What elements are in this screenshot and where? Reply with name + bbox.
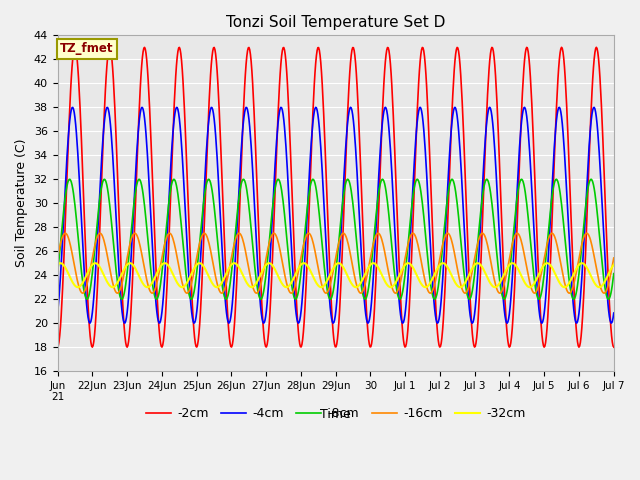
-2cm (394, 226, 401, 231)
-8cm (393, 288, 401, 294)
Line: -4cm: -4cm (58, 108, 614, 323)
-8cm (221, 295, 229, 301)
-16cm (393, 289, 401, 295)
-32cm (610, 262, 618, 268)
-32cm (271, 265, 278, 271)
-4cm (249, 167, 257, 173)
-32cm (250, 284, 257, 289)
Line: -2cm: -2cm (58, 48, 614, 347)
-8cm (413, 176, 421, 182)
-16cm (54, 255, 61, 261)
-32cm (120, 267, 127, 273)
-8cm (249, 242, 257, 248)
-4cm (221, 295, 229, 300)
-2cm (120, 315, 127, 321)
-2cm (222, 275, 230, 280)
-2cm (250, 93, 257, 99)
-16cm (221, 285, 229, 291)
-16cm (426, 290, 434, 296)
-16cm (610, 255, 618, 261)
-4cm (119, 314, 127, 320)
-4cm (270, 188, 278, 194)
-2cm (271, 206, 278, 212)
-2cm (610, 344, 618, 350)
-8cm (119, 295, 127, 301)
-32cm (394, 276, 401, 282)
-32cm (595, 284, 603, 290)
-16cm (119, 277, 127, 283)
-16cm (425, 289, 433, 295)
-4cm (610, 310, 618, 316)
-32cm (56, 260, 64, 266)
-8cm (425, 266, 433, 272)
-8cm (270, 195, 278, 201)
-2cm (425, 131, 433, 137)
Legend: -2cm, -4cm, -8cm, -16cm, -32cm: -2cm, -4cm, -8cm, -16cm, -32cm (141, 402, 531, 425)
-4cm (416, 105, 424, 110)
Text: TZ_fmet: TZ_fmet (60, 42, 114, 55)
Line: -32cm: -32cm (58, 263, 614, 287)
-16cm (270, 230, 278, 236)
-2cm (54, 344, 61, 350)
-16cm (409, 230, 417, 236)
-8cm (610, 271, 618, 276)
-4cm (434, 320, 442, 326)
-8cm (54, 271, 61, 276)
-32cm (425, 282, 433, 288)
-8cm (431, 296, 438, 302)
-4cm (425, 212, 433, 218)
-4cm (54, 310, 61, 316)
-32cm (222, 272, 230, 277)
-2cm (71, 45, 79, 50)
Line: -16cm: -16cm (58, 233, 614, 293)
X-axis label: Time: Time (320, 408, 351, 421)
-4cm (393, 265, 401, 271)
-16cm (249, 283, 257, 289)
Line: -8cm: -8cm (58, 179, 614, 299)
Y-axis label: Soil Temperature (C): Soil Temperature (C) (15, 139, 28, 267)
Title: Tonzi Soil Temperature Set D: Tonzi Soil Temperature Set D (226, 15, 445, 30)
-32cm (54, 262, 61, 268)
